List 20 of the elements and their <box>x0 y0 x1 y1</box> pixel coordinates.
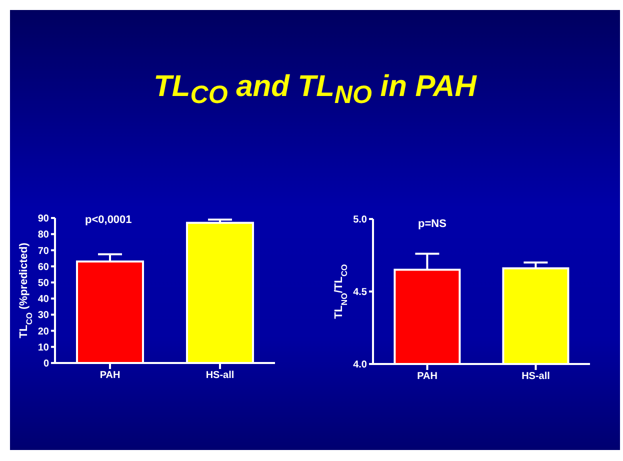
y-tick-label: 50 <box>38 278 50 289</box>
y-tick-label: 5.0 <box>353 214 368 226</box>
y-tick-label: 30 <box>38 310 50 322</box>
x-tick-label: HS-all <box>522 371 550 382</box>
y-tick-label: 70 <box>38 246 50 257</box>
y-tick-label: 20 <box>38 326 50 338</box>
chart-title: TL$_{CO}$ and TL$_{NO}$ in PAH <box>152 70 478 110</box>
y-tick-label: 10 <box>38 342 50 354</box>
y-tick-label: 0 <box>43 358 50 370</box>
x-tick-label: HS-all <box>206 370 234 382</box>
y-tick-label: 80 <box>38 230 50 241</box>
x-tick-label: PAH <box>100 370 120 382</box>
annotation: p=NS <box>418 218 446 230</box>
x-tick-label: PAH <box>417 371 438 382</box>
y-tick-label: 60 <box>38 262 50 273</box>
y-tick-label: 40 <box>38 294 50 306</box>
y-tick-label: 4.0 <box>353 360 368 371</box>
y-tick-label: 4.5 <box>353 287 368 298</box>
y-tick-label: 90 <box>38 214 50 225</box>
annotation: p<0,0001 <box>85 214 132 226</box>
